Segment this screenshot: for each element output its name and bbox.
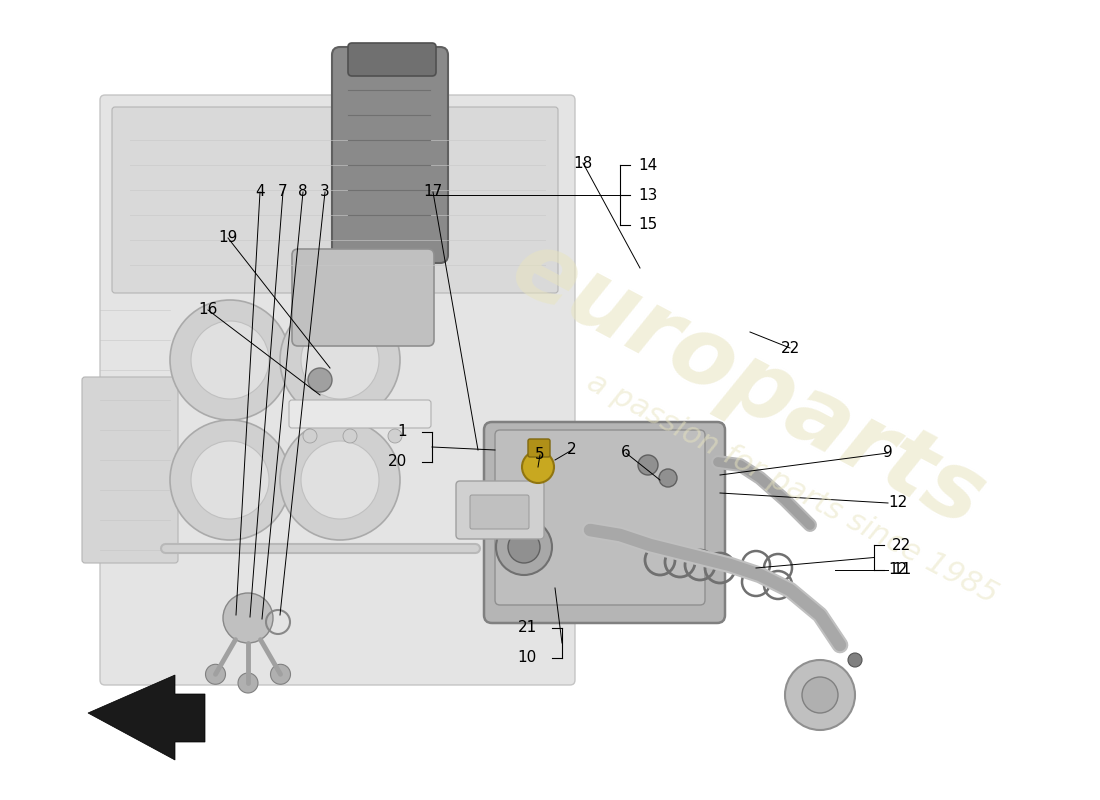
Circle shape bbox=[343, 429, 358, 443]
Text: 20: 20 bbox=[387, 454, 407, 470]
Circle shape bbox=[522, 451, 554, 483]
Circle shape bbox=[191, 441, 270, 519]
Text: 9: 9 bbox=[883, 446, 893, 461]
Circle shape bbox=[302, 429, 317, 443]
Circle shape bbox=[170, 420, 290, 540]
Circle shape bbox=[802, 677, 838, 713]
Text: 12: 12 bbox=[888, 562, 907, 578]
Text: 11: 11 bbox=[892, 562, 911, 578]
Text: 17: 17 bbox=[424, 185, 442, 199]
Circle shape bbox=[170, 300, 290, 420]
Text: 16: 16 bbox=[198, 302, 218, 318]
FancyBboxPatch shape bbox=[348, 43, 436, 76]
FancyBboxPatch shape bbox=[528, 439, 550, 457]
Circle shape bbox=[388, 429, 401, 443]
FancyBboxPatch shape bbox=[495, 430, 705, 605]
Circle shape bbox=[301, 321, 380, 399]
Text: 8: 8 bbox=[298, 185, 308, 199]
Text: 6: 6 bbox=[621, 446, 631, 461]
Circle shape bbox=[308, 368, 332, 392]
Text: 19: 19 bbox=[218, 230, 238, 246]
Text: europarts: europarts bbox=[496, 221, 1000, 547]
Text: 10: 10 bbox=[518, 650, 537, 666]
Text: 18: 18 bbox=[573, 155, 593, 170]
Text: 5: 5 bbox=[536, 447, 544, 462]
Circle shape bbox=[191, 321, 270, 399]
Text: a passion for parts since 1985: a passion for parts since 1985 bbox=[582, 367, 1002, 609]
Circle shape bbox=[206, 664, 225, 684]
Text: 7: 7 bbox=[278, 185, 288, 199]
Text: 21: 21 bbox=[518, 621, 537, 635]
FancyBboxPatch shape bbox=[100, 95, 575, 685]
FancyBboxPatch shape bbox=[456, 481, 544, 539]
Circle shape bbox=[508, 531, 540, 563]
Polygon shape bbox=[88, 675, 205, 760]
Text: 2: 2 bbox=[568, 442, 576, 458]
Text: 3: 3 bbox=[320, 185, 330, 199]
Circle shape bbox=[638, 455, 658, 475]
FancyBboxPatch shape bbox=[332, 47, 448, 263]
Text: 4: 4 bbox=[255, 185, 265, 199]
Circle shape bbox=[848, 653, 862, 667]
Circle shape bbox=[271, 664, 290, 684]
Text: 13: 13 bbox=[638, 187, 658, 202]
Circle shape bbox=[301, 441, 380, 519]
Circle shape bbox=[238, 673, 258, 693]
Text: 22: 22 bbox=[780, 341, 800, 355]
Text: 14: 14 bbox=[638, 158, 658, 173]
Circle shape bbox=[785, 660, 855, 730]
Circle shape bbox=[280, 300, 400, 420]
FancyBboxPatch shape bbox=[292, 249, 434, 346]
Text: 15: 15 bbox=[638, 218, 658, 233]
Circle shape bbox=[659, 469, 676, 487]
Circle shape bbox=[280, 420, 400, 540]
Text: 1: 1 bbox=[397, 425, 407, 439]
FancyBboxPatch shape bbox=[484, 422, 725, 623]
FancyBboxPatch shape bbox=[82, 377, 178, 563]
FancyBboxPatch shape bbox=[112, 107, 558, 293]
Text: 22: 22 bbox=[892, 538, 911, 553]
FancyBboxPatch shape bbox=[289, 400, 431, 428]
FancyBboxPatch shape bbox=[470, 495, 529, 529]
Circle shape bbox=[496, 519, 552, 575]
Circle shape bbox=[223, 593, 273, 643]
Text: 12: 12 bbox=[888, 495, 907, 510]
